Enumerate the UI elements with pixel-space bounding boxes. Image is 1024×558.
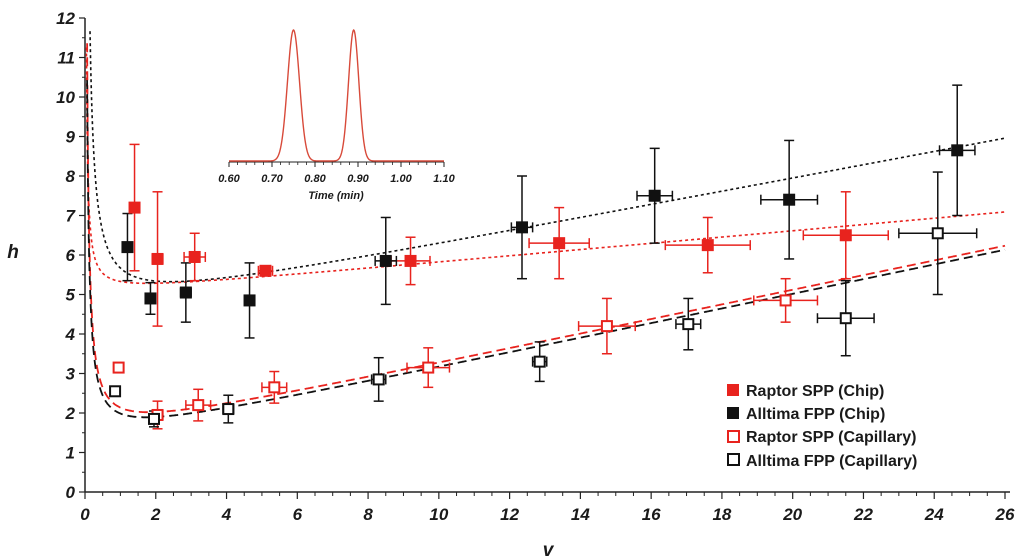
- x-tick-label: 4: [221, 505, 232, 524]
- x-tick-label: 2: [150, 505, 161, 524]
- inset-trace: [229, 28, 444, 162]
- inset-x-tick-label: 1.00: [390, 173, 412, 185]
- data-point: [648, 189, 661, 202]
- fit-curve: [89, 31, 1006, 283]
- data-point: [148, 412, 160, 425]
- data-point: [379, 254, 392, 267]
- inset-x-tick-label: 0.90: [347, 173, 369, 185]
- legend-label-raptor-chip: Raptor SPP (Chip): [746, 383, 884, 400]
- x-tick-label: 10: [429, 505, 448, 524]
- x-tick-label: 6: [293, 505, 303, 524]
- fit-curve: [86, 80, 1006, 419]
- fit-curve: [86, 43, 1006, 414]
- x-tick-label: 24: [924, 505, 944, 524]
- inset-ticks: 0.60 0.70 0.80 0.90 1.00 1.10: [218, 162, 456, 185]
- fit-curve: [85, 47, 1005, 285]
- legend-marker-alltima-chip: [727, 407, 739, 419]
- y-tick-label: 5: [66, 286, 76, 305]
- legend-marker-raptor-capillary: [727, 430, 740, 443]
- data-point: [268, 381, 281, 394]
- legend: Raptor SPP (Chip) Alltima FPP (Chip) Rap…: [727, 383, 917, 470]
- inset-chromatogram: 0.60 0.70 0.80 0.90 1.00 1.10 Time (min): [218, 28, 456, 202]
- x-tick-label: 20: [782, 505, 802, 524]
- inset-x-tick-label: 0.70: [261, 173, 283, 185]
- inset-x-tick-label: 1.10: [433, 173, 455, 185]
- y-axis-title: h: [7, 242, 19, 263]
- legend-label-alltima-chip: Alltima FPP (Chip): [746, 406, 885, 423]
- x-tick-label: 18: [712, 505, 731, 524]
- data-point: [243, 294, 256, 307]
- y-tick-label: 8: [66, 167, 76, 186]
- data-point: [121, 241, 134, 254]
- data-markers: [109, 144, 964, 425]
- data-point: [109, 385, 122, 398]
- data-point: [192, 399, 205, 412]
- y-tick-label: 2: [65, 404, 76, 423]
- data-point: [533, 355, 546, 368]
- inset-x-title: Time (min): [308, 190, 364, 202]
- x-tick-label: 14: [571, 505, 590, 524]
- y-tick-label: 7: [66, 207, 77, 226]
- y-tick-label: 6: [66, 246, 76, 265]
- data-point: [372, 373, 385, 386]
- data-point: [839, 229, 852, 242]
- data-point: [600, 320, 613, 333]
- data-point: [783, 193, 796, 206]
- data-point: [128, 201, 141, 214]
- data-point: [516, 221, 528, 234]
- legend-marker-alltima-capillary: [727, 453, 740, 466]
- data-point: [553, 237, 566, 250]
- x-tick-label: 16: [642, 505, 661, 524]
- data-point: [259, 264, 272, 277]
- data-point: [222, 403, 235, 416]
- y-tick-label: 4: [65, 325, 76, 344]
- data-point: [422, 361, 435, 374]
- x-axis-title: v: [543, 540, 555, 558]
- y-tick-label: 9: [66, 128, 76, 147]
- data-point: [188, 250, 201, 263]
- data-point: [701, 239, 714, 252]
- x-tick-label: 22: [853, 505, 873, 524]
- data-point: [779, 294, 792, 307]
- inset-x-tick-label: 0.80: [304, 173, 326, 185]
- fit-curves: [85, 31, 1006, 419]
- data-point: [404, 254, 417, 267]
- data-point: [179, 286, 192, 299]
- legend-label-alltima-capillary: Alltima FPP (Capillary): [746, 453, 917, 470]
- y-tick-label: 11: [57, 49, 75, 68]
- error-bars: [110, 84, 978, 430]
- y-tick-label: 10: [56, 88, 75, 107]
- data-point: [682, 318, 695, 331]
- data-point: [951, 144, 964, 157]
- inset-x-tick-label: 0.60: [218, 173, 240, 185]
- legend-label-raptor-capillary: Raptor SPP (Capillary): [746, 429, 916, 446]
- y-tick-label: 12: [56, 9, 75, 28]
- data-point: [144, 292, 157, 305]
- y-tick-label: 3: [66, 365, 76, 384]
- x-tick-label: 26: [995, 505, 1015, 524]
- data-point: [839, 312, 852, 325]
- x-tick-label: 8: [363, 505, 373, 524]
- y-tick-label: 1: [66, 444, 75, 463]
- y-tick-label: 0: [66, 483, 76, 502]
- x-tick-label: 12: [500, 505, 519, 524]
- x-tick-label: 0: [80, 505, 90, 524]
- data-point: [151, 252, 164, 265]
- data-point: [112, 361, 125, 374]
- legend-marker-raptor-chip: [727, 384, 739, 396]
- data-point: [931, 227, 944, 240]
